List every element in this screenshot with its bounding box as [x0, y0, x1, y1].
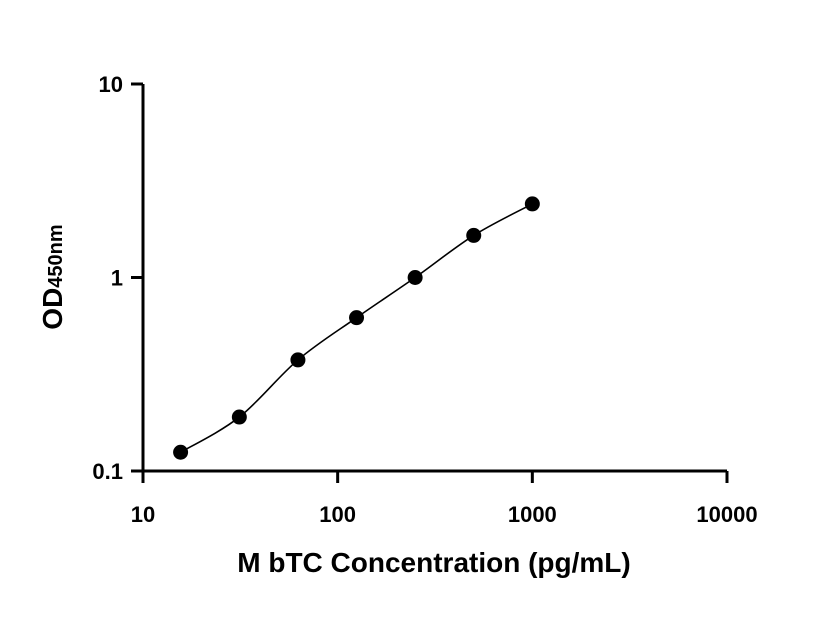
y-axis-title-subscript: 450nm [45, 224, 67, 287]
data-point [173, 444, 189, 460]
x-axis-title: M bTC Concentration (pg/mL) [237, 547, 631, 578]
data-point [231, 409, 247, 425]
data-points [173, 196, 540, 460]
x-ticks: 10 100 1000 10000 [131, 471, 758, 527]
data-point [524, 196, 540, 212]
y-tick-label: 10 [99, 72, 123, 97]
y-axis-title: OD450nm [37, 224, 68, 329]
data-point [349, 310, 365, 326]
x-tick-label: 100 [319, 502, 356, 527]
axes [141, 84, 727, 473]
x-tick-label: 10000 [696, 502, 757, 527]
y-tick-label: 1 [111, 266, 123, 291]
x-tick-label: 1000 [508, 502, 557, 527]
y-tick-label: 0.1 [92, 459, 123, 484]
data-point [407, 270, 423, 285]
x-tick-label: 10 [131, 502, 155, 527]
data-point [290, 352, 306, 368]
y-ticks: 0.1 1 10 [92, 72, 143, 484]
data-point [466, 227, 482, 243]
y-axis-title-main: OD [37, 288, 68, 330]
